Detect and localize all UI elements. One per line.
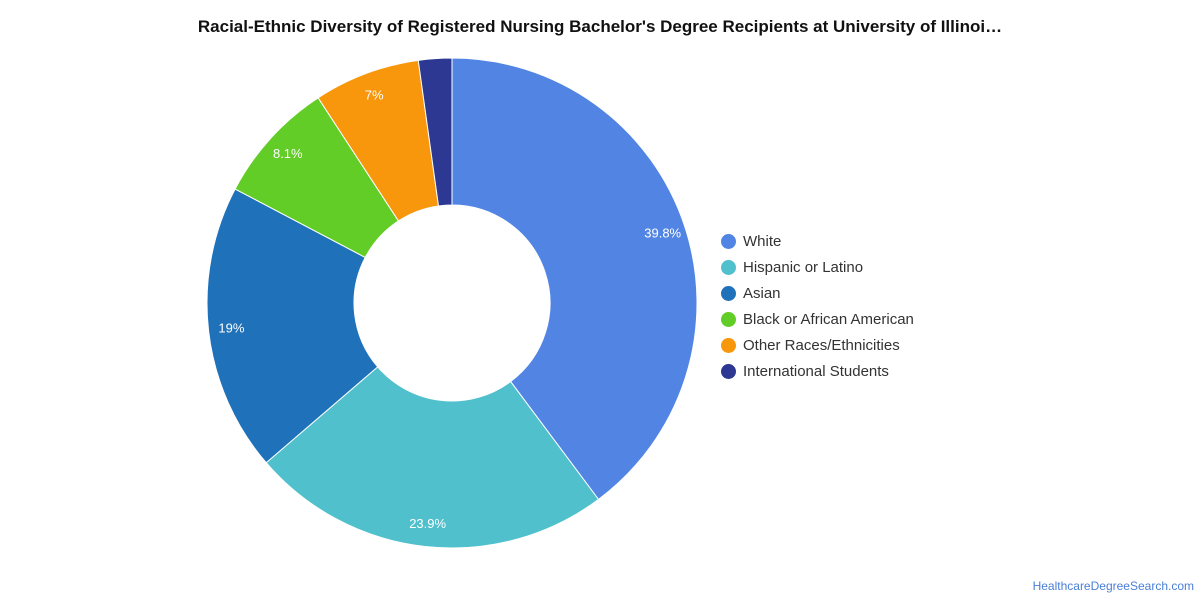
slice-international-students[interactable] <box>417 57 453 207</box>
slice-label-other-races-ethnicities: 7% <box>365 88 384 103</box>
legend-item-black-or-african-american[interactable]: Black or African American <box>721 306 914 332</box>
legend-swatch <box>721 337 736 353</box>
legend-swatch <box>721 285 736 301</box>
legend-label: Black or African American <box>743 310 914 328</box>
legend-label: Other Races/Ethnicities <box>743 336 900 354</box>
legend-label: Asian <box>743 284 781 302</box>
legend-swatch <box>721 311 736 327</box>
site-credit-link[interactable]: HealthcareDegreeSearch.com <box>1032 579 1194 593</box>
legend-label: International Students <box>743 362 889 380</box>
legend-swatch <box>721 363 736 379</box>
legend-item-asian[interactable]: Asian <box>721 280 914 306</box>
slices-group <box>206 57 698 549</box>
legend-item-hispanic-or-latino[interactable]: Hispanic or Latino <box>721 254 914 280</box>
slice-label-asian: 19% <box>218 321 244 336</box>
chart-title: Racial-Ethnic Diversity of Registered Nu… <box>197 17 1003 36</box>
slice-asian[interactable] <box>206 188 379 464</box>
legend-item-other-races-ethnicities[interactable]: Other Races/Ethnicities <box>721 332 914 358</box>
legend-swatch <box>721 259 736 275</box>
slice-label-black-or-african-american: 8.1% <box>273 146 303 161</box>
legend: White Hispanic or Latino Asian Black or Afr… <box>721 228 914 384</box>
legend-swatch <box>721 233 736 249</box>
legend-label: Hispanic or Latino <box>743 258 864 276</box>
slice-label-white: 39.8% <box>644 226 681 241</box>
legend-label: White <box>743 232 782 250</box>
slice-label-hispanic-or-latino: 23.9% <box>409 516 446 531</box>
legend-item-international-students[interactable]: International Students <box>721 358 914 384</box>
legend-item-white[interactable]: White <box>721 228 914 254</box>
slice-white[interactable] <box>451 57 698 501</box>
slice-labels-group: 39.8% 23.9% 19% 8.1% 7% <box>218 88 681 532</box>
slice-hispanic-or-latino[interactable] <box>265 366 600 549</box>
